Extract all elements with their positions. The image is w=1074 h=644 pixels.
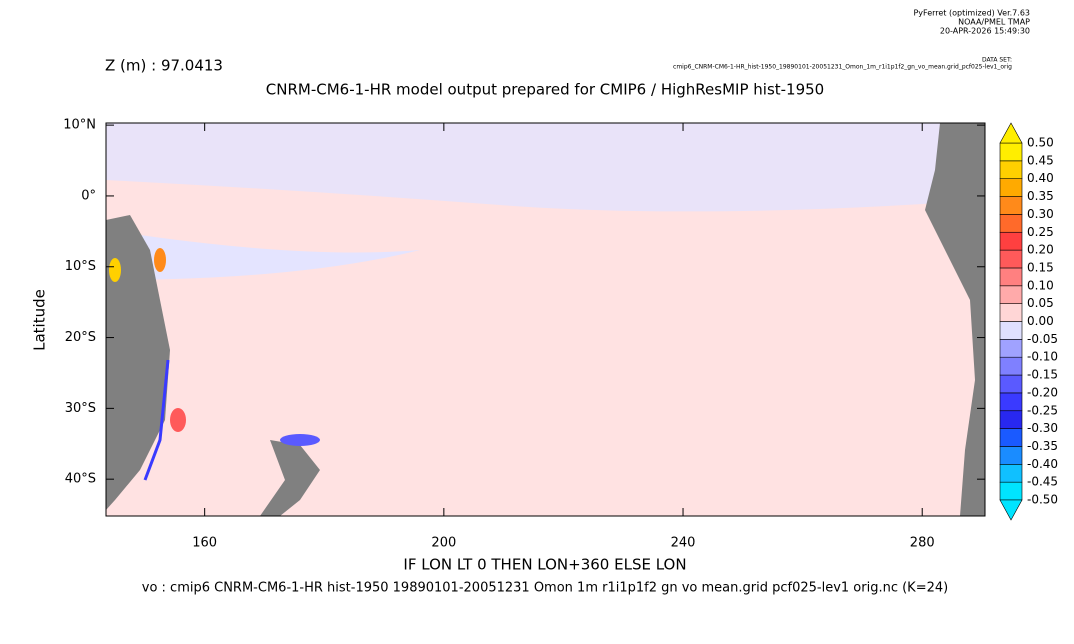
colorbar-cell (999, 446, 1023, 465)
colorbar-label: -0.20 (1027, 385, 1058, 399)
colorbar-cell (999, 321, 1023, 340)
colorbar-label: 0.05 (1027, 296, 1054, 310)
y-axis-label: Latitude (31, 289, 49, 351)
colorbar-cell (999, 410, 1023, 429)
colorbar-cell (999, 392, 1023, 412)
y-tick-label: 10°N (63, 118, 96, 133)
colorbar-cell (999, 231, 1023, 251)
colorbar-cell (999, 374, 1023, 394)
colorbar-label: 0.10 (1027, 278, 1054, 292)
colorbar-cell (999, 160, 1023, 180)
colorbar-label: -0.10 (1027, 350, 1058, 364)
y-tick-label: 40°S (65, 472, 96, 487)
y-tick-label: 0° (81, 188, 96, 203)
chart-title: CNRM-CM6-1-HR model output prepared for … (266, 81, 824, 99)
land (925, 123, 985, 516)
land (260, 440, 320, 516)
colorbar-cell (999, 463, 1023, 483)
dataset: cmip6_CNRM-CM6-1-HR_hist-1950_19890101-2… (673, 64, 1012, 71)
colorbar-label: 0.25 (1027, 225, 1054, 239)
y-tick-label: 30°S (65, 401, 96, 416)
colorbar-cell (999, 339, 1023, 358)
colorbar-cell (999, 267, 1023, 287)
colorbar-cell (999, 285, 1023, 304)
colorbar-label: 0.30 (1027, 207, 1054, 221)
field-patch (109, 258, 121, 282)
field-patch (106, 123, 985, 212)
x-tick-label: 280 (910, 536, 935, 551)
colorbar-cell (999, 214, 1023, 233)
field-patch (154, 248, 166, 272)
colorbar-cell (999, 142, 1023, 162)
y-tick-label: 10°S (65, 259, 96, 274)
program: PyFerret (optimized) Ver.7.63 (913, 9, 1030, 18)
x-tick-label: 200 (431, 536, 456, 551)
colorbar-label: 0.20 (1027, 243, 1054, 257)
field-patch (106, 230, 420, 280)
x-tick-label: 240 (671, 536, 696, 551)
colorbar-cell (999, 196, 1023, 215)
field-patch (280, 434, 320, 446)
colorbar-label: -0.40 (1027, 457, 1058, 471)
colorbar-label: 0.50 (1027, 136, 1054, 150)
colorbar-cell (999, 303, 1023, 322)
colorbar-label: -0.50 (1027, 493, 1058, 507)
org: NOAA/PMEL TMAP (958, 18, 1030, 27)
colorbar-extend-low (999, 499, 1023, 521)
colorbar-label: 0.45 (1027, 153, 1054, 167)
colorbar-cell (999, 428, 1023, 447)
plot-frame (105, 122, 986, 517)
colorbar-label: -0.35 (1027, 439, 1058, 453)
colorbar-cell (999, 481, 1023, 501)
colorbar-label: 0.35 (1027, 189, 1054, 203)
subtitle: Z (m) : 97.0413 (105, 57, 223, 75)
colorbar-cell (999, 356, 1023, 376)
field-patch (143, 359, 170, 481)
colorbar-label: 0.15 (1027, 260, 1054, 274)
colorbar-extend-high (999, 122, 1023, 144)
y-tick-label: 20°S (65, 330, 96, 345)
dataset-label: DATA SET: (982, 57, 1012, 64)
footer: vo : cmip6 CNRM-CM6-1-HR hist-1950 19890… (142, 581, 948, 596)
x-axis-label: IF LON LT 0 THEN LON+360 ELSE LON (403, 556, 686, 574)
timestamp: 20-APR-2026 15:49:30 (940, 27, 1030, 36)
colorbar-label: -0.45 (1027, 475, 1058, 489)
colorbar-label: -0.30 (1027, 421, 1058, 435)
colorbar-label: 0.00 (1027, 314, 1054, 328)
colorbar-cell (999, 249, 1023, 269)
colorbar-label: -0.25 (1027, 403, 1058, 417)
field-patch (170, 408, 186, 432)
land (106, 215, 170, 510)
colorbar-label: -0.05 (1027, 332, 1058, 346)
x-tick-label: 160 (192, 536, 217, 551)
colorbar-label: -0.15 (1027, 368, 1058, 382)
colorbar-cell (999, 178, 1023, 197)
field (106, 123, 985, 516)
colorbar-label: 0.40 (1027, 171, 1054, 185)
